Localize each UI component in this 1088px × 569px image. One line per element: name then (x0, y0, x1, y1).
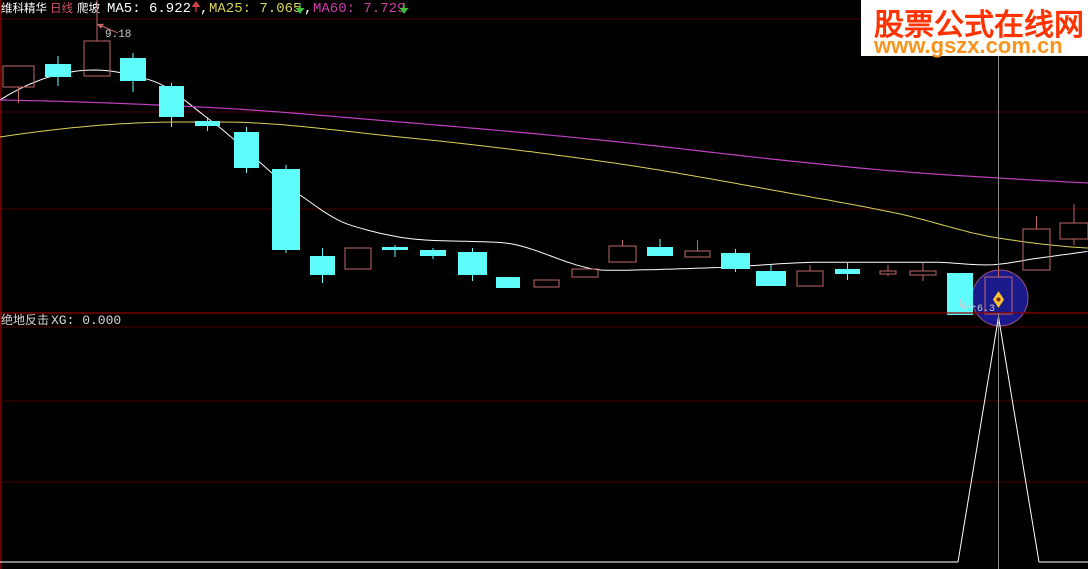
svg-text:9.18: 9.18 (105, 29, 131, 41)
svg-text:MA60: 7.729: MA60: 7.729 (313, 1, 405, 17)
svg-text:,: , (200, 1, 208, 17)
svg-text:XG: 0.000: XG: 0.000 (51, 313, 121, 328)
svg-text:MA5: 6.922: MA5: 6.922 (107, 1, 191, 17)
svg-text:日线: 日线 (50, 1, 73, 15)
svg-text:维科精华: 维科精华 (1, 1, 47, 15)
svg-text:绝地反击: 绝地反击 (1, 312, 49, 327)
svg-text:www.gszx.com.cn: www.gszx.com.cn (873, 33, 1063, 58)
svg-text:,: , (304, 1, 312, 17)
svg-text:MA25: 7.065: MA25: 7.065 (209, 1, 301, 17)
